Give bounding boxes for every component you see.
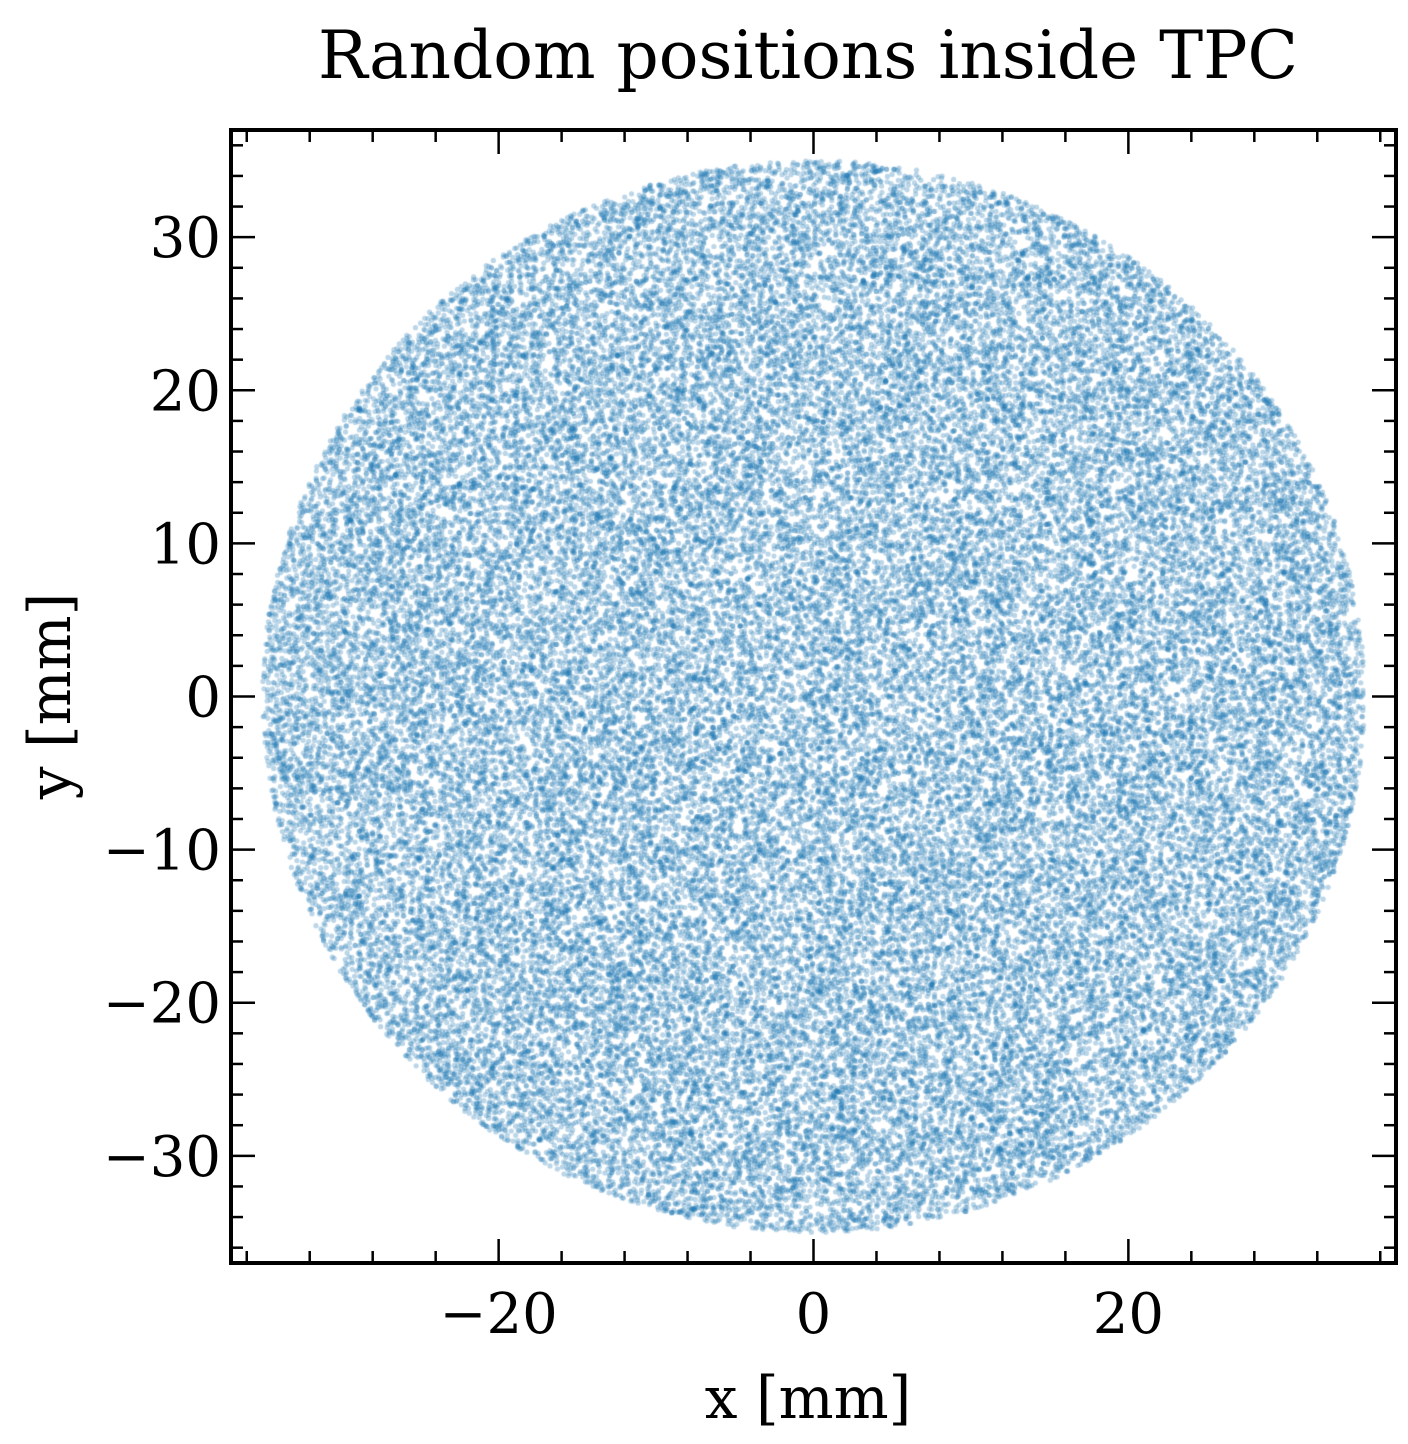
- x-tick-label: 0: [796, 1282, 832, 1347]
- y-tick-label: −30: [103, 1125, 221, 1190]
- y-tick-label: 10: [150, 512, 221, 577]
- plot-frame: [229, 128, 1398, 1265]
- y-tick-label: 20: [150, 359, 221, 424]
- y-tick-label: −10: [103, 819, 221, 884]
- axis-tick-labels: −20 0 20 30 20 10 0 −10 −20 −30: [103, 206, 1164, 1347]
- scatter-points-layer: [231, 130, 1396, 1263]
- y-tick-label: 30: [150, 206, 221, 271]
- chart-title: Random positions inside TPC: [318, 17, 1298, 94]
- x-axis-label: x [mm]: [705, 1364, 911, 1432]
- y-tick-label: 0: [185, 666, 221, 731]
- scatter-points-render: [231, 130, 1396, 1263]
- y-tick-label: −20: [103, 972, 221, 1037]
- x-tick-label: 20: [1093, 1282, 1164, 1347]
- y-axis-label: y [mm]: [16, 593, 84, 800]
- x-tick-label: −20: [440, 1282, 558, 1347]
